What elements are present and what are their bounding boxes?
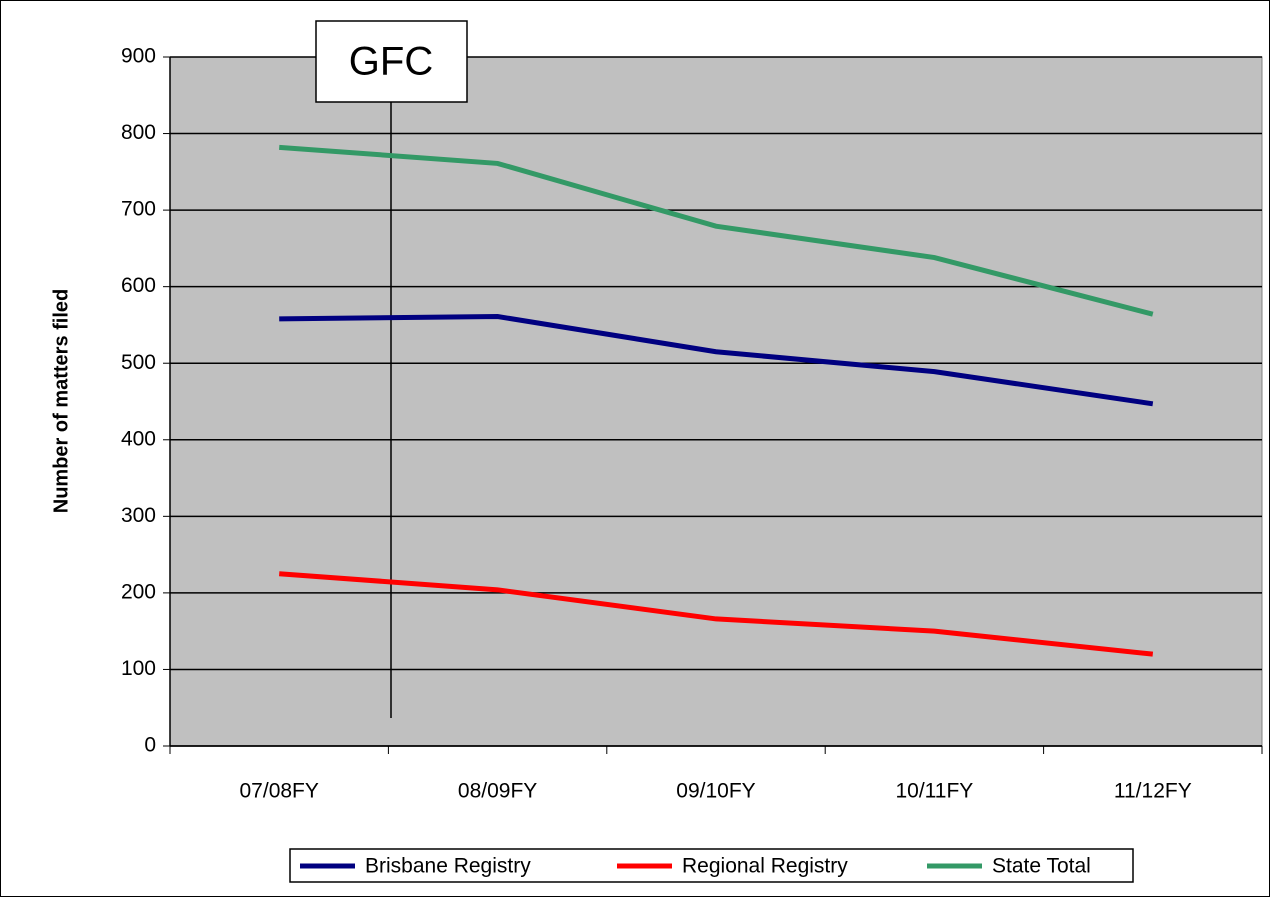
x-tick-label: 09/10FY	[676, 780, 755, 803]
annotation-text: GFC	[349, 40, 433, 84]
y-tick-label: 300	[121, 504, 156, 527]
plot-area	[169, 56, 1263, 747]
legend-box	[289, 848, 1134, 883]
y-tick-label: 500	[121, 351, 156, 374]
x-tick-label: 10/11FY	[895, 780, 973, 803]
legend-label: State Total	[992, 855, 1091, 878]
y-tick-label: 400	[121, 427, 156, 450]
y-tick-label: 100	[121, 657, 156, 680]
x-tick-label: 11/12FY	[1114, 780, 1192, 803]
legend-label: Brisbane Registry	[365, 855, 531, 878]
y-tick-label: 800	[121, 121, 156, 144]
series-line	[279, 144, 1154, 317]
y-tick-label: 700	[121, 198, 156, 221]
x-tick-label: 08/09FY	[458, 780, 537, 803]
y-axis-label: Number of matters filed	[50, 289, 72, 513]
y-tick-label: 200	[121, 580, 156, 603]
legend-label: Regional Registry	[682, 855, 848, 878]
y-tick-label: 0	[144, 734, 156, 757]
annotation-box	[315, 20, 468, 103]
series-line	[279, 571, 1154, 657]
y-tick-label: 900	[121, 45, 156, 68]
y-tick-label: 600	[121, 274, 156, 297]
x-tick-label: 07/08FY	[240, 780, 319, 803]
series-line	[279, 314, 1154, 407]
